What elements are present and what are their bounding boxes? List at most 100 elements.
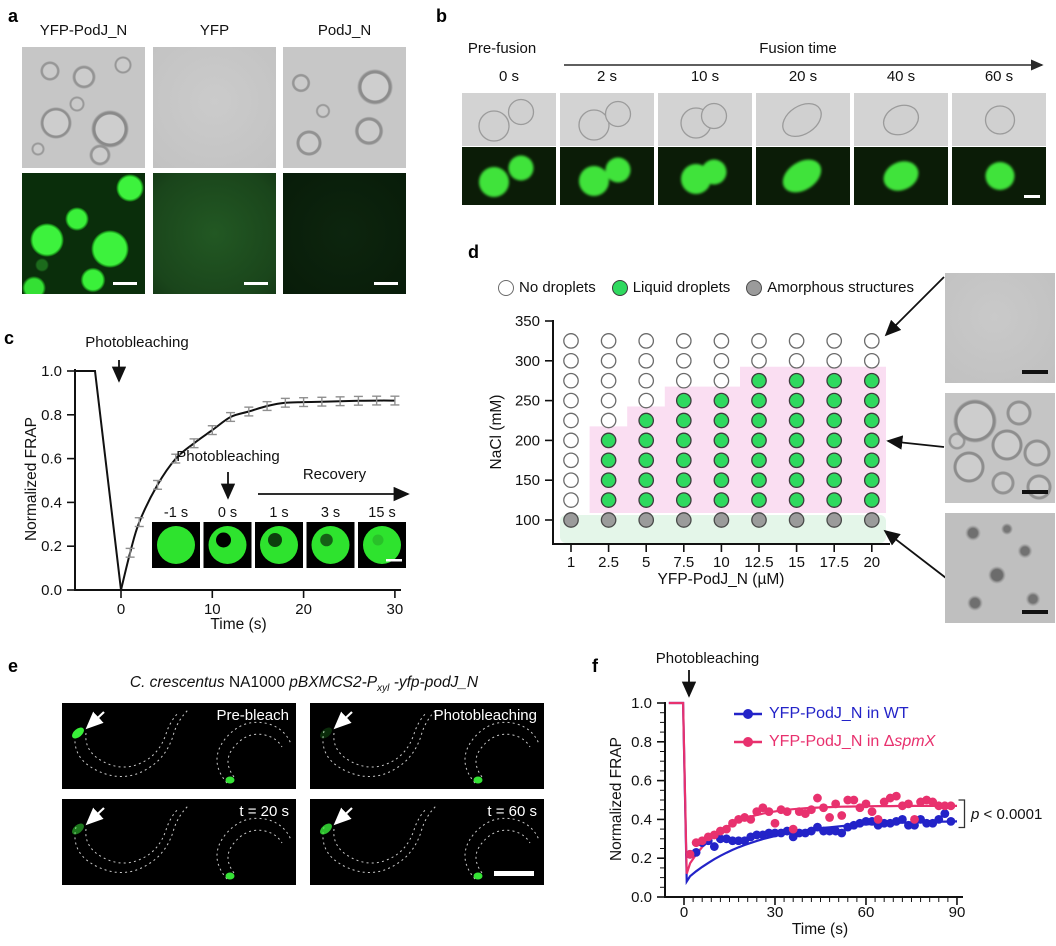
phase-point [600,333,617,349]
phase-point [863,512,880,528]
phase-point [713,412,730,429]
micrograph-dic-podj-n [283,47,406,168]
phase-point [863,452,880,469]
svg-text:1.0: 1.0 [41,363,62,380]
phase-point [600,432,617,449]
phase-point [675,392,692,409]
svg-text:30: 30 [387,601,404,618]
legend-item: Amorphous structures [746,279,914,296]
svg-text:17.5: 17.5 [820,554,849,571]
panel-f-ylabel: Normalized FRAP [608,736,625,862]
phase-point [713,392,730,409]
svg-text:0: 0 [117,601,125,618]
phase-point [826,512,843,528]
data-point [788,824,798,834]
legend-item: YFP-PodJ_N in ΔspmX [733,728,935,756]
phase-point [751,392,767,409]
data-point [825,813,834,822]
liquid-droplet-region [589,366,886,513]
fusion-frame [952,93,1046,205]
data-point [910,815,919,824]
svg-text:1: 1 [567,554,575,571]
phase-point [751,492,767,508]
photobleaching-annotation-c: Photobleaching [85,334,189,351]
legend-item: No droplets [498,279,596,296]
data-point [806,805,816,815]
phase-point [600,512,617,528]
frame-label: t = 20 s [239,803,289,820]
scale-bar [1022,370,1048,374]
phase-point [826,372,843,389]
data-point [770,828,780,838]
legend-label: Amorphous structures [767,279,915,296]
pre-fusion-label: Pre-fusion [467,40,537,57]
phase-point [563,392,579,409]
example-micrograph-liquid-droplets [945,393,1055,503]
pointer-arrow [85,711,105,730]
scale-bar [374,282,398,285]
phase-point [675,432,692,449]
frap-cell-frame: t = 20 s [62,799,296,885]
phase-point [638,492,655,508]
svg-text:0.8: 0.8 [631,734,652,751]
polar-focus [320,823,332,835]
phase-point [713,352,730,369]
phase-point [713,333,730,349]
phase-point [788,412,805,429]
data-point [831,799,841,809]
data-point [946,816,956,826]
svg-text:60: 60 [858,904,875,921]
data-point [861,799,871,809]
data-point [685,849,695,859]
phase-point [638,372,655,389]
phase-point [788,333,805,349]
phase-point [638,512,655,528]
phase-point [826,333,843,349]
fusion-timepoint-label: 10 s [690,68,720,85]
phase-point [600,492,617,508]
phase-point [863,412,880,429]
fusion-time-label: Fusion time [759,40,837,57]
svg-text:0.2: 0.2 [41,538,62,555]
example-micrograph-amorphous [945,513,1055,623]
data-point [752,830,762,840]
micrograph-fluor-yfp-podj-n [22,173,145,294]
svg-text:3 s: 3 s [321,505,340,521]
phase-point [826,432,843,449]
panel-d-ylabel: NaCl (mM) [488,394,505,470]
phase-point [751,512,767,528]
polar-focus [72,727,84,739]
phase-point [675,452,692,469]
phase-point [751,412,767,429]
phase-point [751,452,767,469]
phase-point [563,492,579,508]
panel-f-label: f [592,656,598,676]
data-point [722,824,731,834]
scale-bar [494,871,534,876]
phase-point [826,452,843,469]
svg-text:10: 10 [713,554,730,571]
fusion-frame [854,93,948,205]
fusion-timepoint-label: 2 s [596,68,617,85]
fusion-timepoint-label: 60 s [984,68,1014,85]
phase-point [675,512,692,528]
micrograph-dic-yfp [153,47,276,168]
legend-item: Liquid droplets [611,279,730,296]
legend-swatch [746,279,763,296]
phase-point [826,352,843,369]
frap-chart-invivo: 0 30 60 90 0.0 0.2 0.4 0.6 0.8 1.0 [631,670,965,921]
phase-point [600,352,617,369]
phase-point [563,432,579,449]
phase-point [638,352,655,369]
phase-point [863,392,880,409]
phase-point [675,372,692,389]
frame-label: Photobleaching [433,707,537,724]
phase-point [675,412,692,429]
svg-text:0: 0 [680,904,688,921]
svg-text:0.6: 0.6 [41,451,62,468]
phase-point [751,472,767,489]
svg-text:5: 5 [642,554,650,571]
svg-text:0.0: 0.0 [41,582,62,599]
panel-a-col-label-yfp-podj-n: YFP-PodJ_N [39,22,128,39]
